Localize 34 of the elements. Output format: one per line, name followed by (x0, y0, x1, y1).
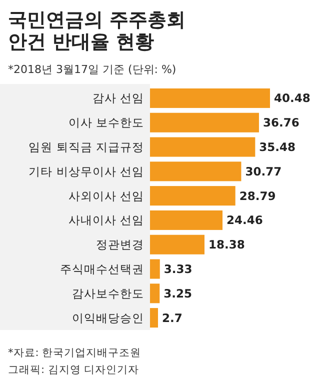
y-tick-label: 기타 비상무이사 선임 (28, 164, 144, 178)
bar (150, 186, 236, 206)
bar (150, 162, 242, 182)
y-tick-label: 이사 보수한도 (68, 116, 144, 130)
data-label: 28.79 (239, 188, 276, 203)
bar (150, 210, 223, 230)
data-label: 24.46 (226, 213, 263, 228)
y-tick-label: 주식매수선택권 (60, 262, 144, 276)
y-tick-label: 정관변경 (96, 238, 144, 252)
data-label: 18.38 (208, 238, 245, 252)
y-tick-label: 사외이사 선임 (68, 188, 144, 203)
chart-title: 국민연금의 주주총회 안건 반대율 현황 (8, 9, 186, 53)
y-tick-label: 감사보수한도 (72, 286, 144, 300)
data-label: 30.77 (245, 164, 282, 178)
text: *자료: 한국기업지배구조원 (8, 347, 142, 359)
data-label: 35.48 (259, 140, 296, 154)
y-tick-label: 임원 퇴직금 지급규정 (28, 140, 144, 154)
bar (150, 259, 160, 279)
data-label: 40.48 (274, 91, 310, 106)
bar (150, 234, 204, 254)
bar (150, 112, 259, 132)
y-tick-label: 이익배당승인 (72, 310, 144, 325)
data-label: 36.76 (262, 116, 300, 130)
bar (150, 137, 256, 157)
y-tick-label: 사내이사 선임 (68, 213, 144, 228)
y-tick-label: 감사 선임 (92, 91, 144, 106)
bar (150, 308, 158, 328)
bar (150, 284, 160, 304)
data-label: 2.7 (162, 310, 182, 325)
text: 그래픽: 김지영 디자인기자 (8, 364, 140, 376)
chart-subtitle: *2018년 3월17일 기준 (단위: %) (8, 63, 176, 76)
data-label: 3.25 (164, 286, 192, 300)
data-label: 3.33 (164, 262, 192, 276)
bar (150, 88, 270, 108)
